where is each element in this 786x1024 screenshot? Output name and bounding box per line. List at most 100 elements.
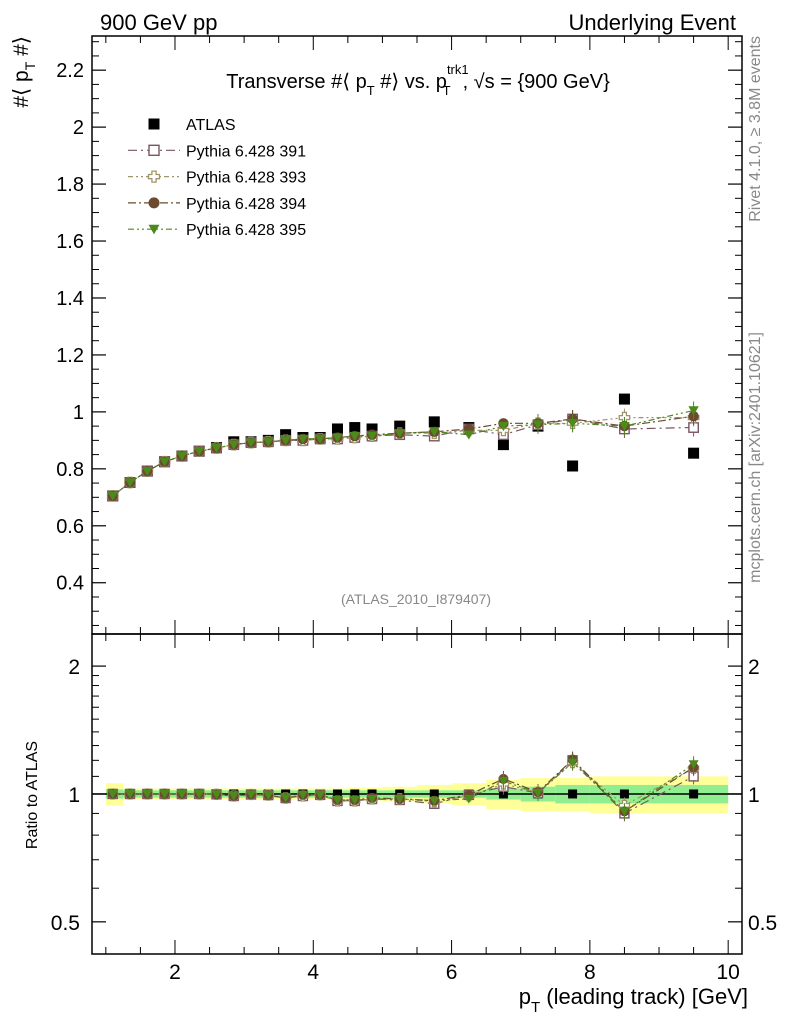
top-marker-4 bbox=[314, 434, 326, 444]
top-marker-4 bbox=[124, 478, 136, 488]
legend-marker bbox=[147, 170, 161, 183]
legend-marker bbox=[148, 118, 160, 130]
top-panel-ticks: 0.4 0.6 0.8 1 1.2 1.4 1.6 1.8 2 2.2 bbox=[56, 36, 742, 634]
xtick-label: 8 bbox=[584, 961, 596, 984]
top-marker-4 bbox=[619, 421, 630, 432]
top-marker-0 bbox=[567, 460, 579, 472]
top-ytick-label: 1.2 bbox=[56, 345, 84, 367]
ratio-ylabel: Ratio to ATLAS bbox=[24, 741, 41, 849]
top-marker-4 bbox=[532, 420, 544, 430]
legend-marker bbox=[148, 197, 160, 209]
ratio-marker-4 bbox=[533, 789, 544, 798]
ratio-atlas-marker bbox=[350, 789, 360, 799]
top-marker-4 bbox=[159, 457, 170, 467]
top-ytick-label: 1.4 bbox=[56, 288, 84, 310]
ratio-marker-4 bbox=[297, 790, 308, 800]
ratio-marker-4 bbox=[159, 789, 170, 799]
xlabel: pT (leading track) [GeV] bbox=[519, 984, 748, 1016]
top-marker-4 bbox=[463, 430, 475, 440]
top-panel-markers bbox=[106, 393, 700, 502]
xtick-label: 10 bbox=[716, 961, 739, 984]
top-marker-4 bbox=[107, 491, 118, 501]
bot-ytick-label-right: 2 bbox=[748, 656, 760, 679]
top-ytick-label: 0.4 bbox=[56, 573, 84, 595]
ratio-marker-4 bbox=[349, 795, 360, 805]
ratio-marker-4 bbox=[246, 790, 257, 800]
chart-title: Transverse #⟨ pT #⟩ vs. ptrk1 T, √s = {90… bbox=[226, 62, 610, 98]
top-marker-4 bbox=[211, 443, 222, 453]
ratio-marker-4 bbox=[394, 794, 405, 804]
top-marker-4 bbox=[142, 466, 153, 477]
top-marker-4 bbox=[688, 406, 699, 416]
header-right: Underlying Event bbox=[568, 10, 736, 35]
ratio-marker-4 bbox=[280, 794, 291, 803]
ratio-marker-4 bbox=[142, 789, 153, 799]
rivet-label: Rivet 4.1.0, ≥ 3.8M events bbox=[747, 36, 764, 222]
top-marker-4 bbox=[394, 429, 405, 439]
ratio-marker-4 bbox=[463, 794, 474, 804]
xtick-label: 4 bbox=[307, 961, 319, 984]
top-ylabel: #⟨ pT #⟩ bbox=[10, 36, 38, 108]
legend-label: Pythia 6.428 391 bbox=[186, 143, 306, 160]
mcplots-label: mcplots.cern.ch [arXiv:2401.10621] bbox=[747, 332, 764, 583]
top-ytick-label: 2.2 bbox=[56, 60, 84, 82]
top-marker-0 bbox=[349, 422, 361, 434]
top-ytick-label: 0.6 bbox=[56, 516, 84, 538]
legend-marker bbox=[148, 144, 160, 157]
ratio-marker-4 bbox=[498, 776, 509, 786]
ratio-marker-4 bbox=[125, 789, 136, 799]
bot-ytick-label-right: 0.5 bbox=[748, 912, 777, 935]
ratio-marker-4 bbox=[315, 790, 326, 800]
legend: ATLAS Pythia 6.428 391 Pythia 6.428 393 Pyt… bbox=[128, 117, 306, 239]
ratio-marker-4 bbox=[176, 789, 187, 799]
ratio-marker-4 bbox=[263, 791, 274, 800]
top-marker-4 bbox=[366, 431, 378, 442]
bot-ytick-label: 0.5 bbox=[51, 912, 80, 935]
top-marker-4 bbox=[297, 434, 309, 444]
ratio-atlas-marker bbox=[568, 789, 578, 799]
ratio-marker-4 bbox=[332, 795, 343, 805]
bottom-panel-frame bbox=[91, 633, 743, 955]
top-ytick-label: 1.8 bbox=[56, 174, 84, 196]
legend-label: Pythia 6.428 395 bbox=[186, 222, 306, 239]
analysis-watermark: (ATLAS_2010_I879407) bbox=[341, 591, 491, 607]
top-marker-4 bbox=[332, 433, 343, 443]
ratio-marker-4 bbox=[211, 790, 222, 800]
top-marker-0 bbox=[618, 393, 630, 405]
ratio-marker-4 bbox=[107, 789, 118, 799]
top-marker-0 bbox=[331, 423, 343, 435]
ratio-marker-4 bbox=[228, 792, 239, 801]
bottom-panel-markers bbox=[107, 751, 700, 822]
bot-ytick-label: 2 bbox=[68, 656, 80, 679]
ratio-atlas-marker bbox=[689, 789, 699, 799]
xtick-label: 2 bbox=[169, 961, 181, 984]
ratio-marker-4 bbox=[194, 789, 205, 799]
ratio-marker-4 bbox=[367, 795, 378, 804]
legend-label: Pythia 6.428 394 bbox=[186, 196, 306, 213]
ratio-marker-4 bbox=[429, 796, 440, 806]
top-marker-0 bbox=[497, 439, 509, 451]
top-marker-0 bbox=[366, 423, 378, 435]
xtick-label: 6 bbox=[446, 961, 458, 984]
top-marker-0 bbox=[428, 416, 440, 428]
top-marker-4 bbox=[228, 440, 239, 450]
ratio-series-line bbox=[112, 759, 694, 815]
top-marker-4 bbox=[349, 431, 360, 442]
bot-ytick-label-right: 1 bbox=[748, 784, 760, 807]
top-marker-4 bbox=[567, 419, 578, 429]
ratio-marker-4 bbox=[688, 760, 699, 769]
top-ytick-label: 0.8 bbox=[56, 459, 84, 481]
top-marker-4 bbox=[176, 451, 188, 461]
ratio-atlas-marker bbox=[332, 789, 342, 799]
top-marker-4 bbox=[263, 437, 274, 447]
top-ytick-label: 1 bbox=[73, 402, 84, 424]
ratio-marker-4 bbox=[619, 807, 630, 817]
top-marker-4 bbox=[245, 438, 257, 448]
ratio-marker-4 bbox=[567, 758, 578, 768]
top-marker-4 bbox=[280, 436, 291, 446]
legend-marker bbox=[148, 224, 160, 235]
ratio-atlas-marker bbox=[619, 789, 629, 799]
top-marker-0 bbox=[394, 420, 406, 432]
legend-label: ATLAS bbox=[186, 117, 236, 134]
top-marker-0 bbox=[688, 447, 700, 459]
